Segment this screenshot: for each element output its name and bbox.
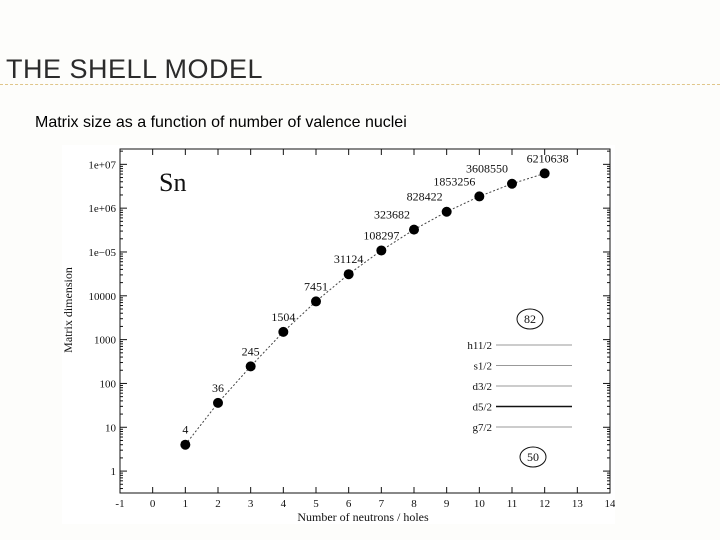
y-tick-label: 100: [100, 378, 117, 390]
data-point: [441, 206, 452, 217]
series-connector-line: [184, 172, 545, 446]
y-tick-label: 10000: [89, 291, 117, 303]
data-point: [343, 269, 354, 280]
data-point: [278, 326, 289, 337]
x-tick-label: -1: [115, 498, 124, 510]
data-point-label: 6210638: [527, 151, 569, 165]
x-tick-label: 5: [313, 498, 319, 510]
data-point: [539, 168, 550, 179]
data-point-label: 828422: [407, 190, 443, 204]
data-point: [474, 191, 485, 202]
x-tick-label: 13: [572, 498, 584, 510]
data-point-label: 36: [212, 381, 224, 395]
x-tick-label: 3: [248, 498, 254, 510]
data-point-labels: 4 36 245 1504 7451 31124 108297 323682 828422 185…: [182, 151, 568, 436]
x-tick-labels: -1 0 1 2 3 4 5 6 7 8 9 10 11 12 13 14: [115, 498, 616, 510]
data-point-label: 1853256: [433, 174, 475, 188]
x-tick-label: 6: [346, 498, 352, 510]
data-point-label: 1504: [271, 310, 295, 324]
axis-ticks: [119, 149, 611, 493]
shell-diagram: 82 50 h11/2 s1/2 d3/2 d5/2 g7/2: [467, 308, 572, 468]
data-point: [180, 439, 191, 450]
x-tick-label: 10: [474, 498, 486, 510]
magic-number-50-circle: [519, 446, 547, 468]
slide-subtitle: Matrix size as a function of number of v…: [35, 114, 407, 131]
shell-levels: h11/2 s1/2 d3/2 d5/2 g7/2: [467, 340, 572, 434]
magic-number-82: 82: [524, 312, 536, 326]
x-tick-label: 1: [183, 498, 189, 510]
data-point: [376, 245, 387, 256]
x-tick-label: 9: [444, 498, 450, 510]
y-tick-label: 1e+07: [88, 159, 116, 171]
y-tick-label: 1: [111, 466, 117, 478]
y-tick-label: 1e+06: [88, 203, 116, 215]
data-point-label: 323682: [374, 208, 410, 222]
x-tick-label: 7: [379, 498, 385, 510]
y-tick-label: 1000: [94, 335, 117, 347]
magic-number-82-circle: [516, 308, 544, 330]
slide-title: THE SHELL MODEL: [6, 54, 264, 84]
data-point-label: 108297: [363, 228, 399, 242]
x-tick-label: 14: [605, 498, 616, 510]
data-point: [507, 178, 517, 189]
x-tick-label: 12: [539, 498, 550, 510]
shell-level-label: d3/2: [472, 381, 492, 393]
data-point: [245, 361, 256, 372]
x-tick-label: 11: [507, 498, 518, 510]
magic-number-50: 50: [527, 450, 539, 464]
panel-label: Sn: [159, 168, 186, 197]
data-point: [213, 397, 223, 408]
y-axis-title: Matrix dimension: [62, 267, 75, 353]
y-tick-label: 1e−05: [88, 247, 116, 259]
data-point-label: 4: [182, 423, 188, 437]
shell-level-label: g7/2: [472, 422, 492, 434]
data-point: [311, 296, 321, 307]
data-points: [180, 168, 550, 450]
y-tick-label: 10: [105, 422, 117, 434]
shell-level-label: h11/2: [467, 340, 492, 352]
x-tick-label: 2: [215, 498, 221, 510]
data-point-label: 3608550: [466, 162, 508, 176]
x-tick-label: 0: [150, 498, 156, 510]
title-divider: [0, 84, 720, 85]
shell-model-chart: -1 0 1 2 3 4 5 6 7 8 9 10 11 12 13 14 1101001000100001e…: [61, 148, 616, 524]
data-point-label: 245: [242, 344, 260, 358]
data-point: [409, 224, 419, 235]
x-tick-label: 4: [281, 498, 287, 510]
shell-level-label: s1/2: [474, 361, 492, 373]
data-point-label: 7451: [304, 279, 328, 293]
data-point-label: 31124: [334, 252, 364, 266]
plot-panel: -1 0 1 2 3 4 5 6 7 8 9 10 11 12 13 14 1 10 100 1000 10000 1e…: [61, 145, 616, 524]
x-axis-title: Number of neutrons / holes: [297, 510, 429, 524]
y-tick-labels: 1 10 100 1000 10000 1e−05 1e+06 1e+07: [88, 159, 116, 478]
x-tick-label: 8: [411, 498, 417, 510]
shell-level-label: d5/2: [472, 402, 492, 414]
plot-frame: [119, 148, 611, 494]
